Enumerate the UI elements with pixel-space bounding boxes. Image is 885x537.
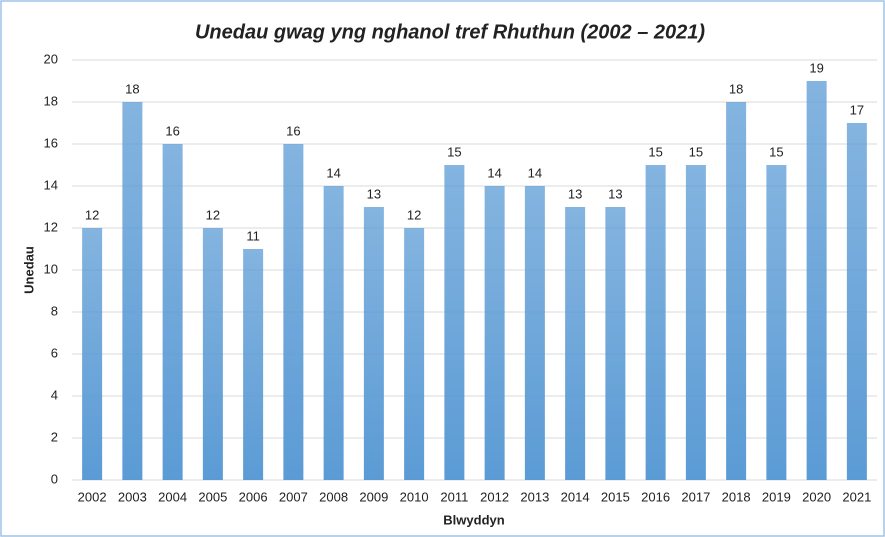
data-label: 18 <box>729 81 743 96</box>
x-tick-label: 2004 <box>158 489 187 504</box>
x-tick-label: 2008 <box>319 489 348 504</box>
bar <box>444 165 465 480</box>
data-label: 12 <box>407 207 421 222</box>
x-tick-label: 2006 <box>239 489 268 504</box>
bar <box>202 228 223 480</box>
y-axis-label: Unedau <box>21 246 36 294</box>
bar <box>605 207 626 480</box>
bar <box>363 207 384 480</box>
bar <box>645 165 666 480</box>
bar <box>82 228 103 480</box>
bar <box>283 144 304 480</box>
bar <box>766 165 787 480</box>
data-label: 19 <box>809 60 823 75</box>
data-label: 14 <box>528 165 542 180</box>
x-tick-label: 2003 <box>118 489 147 504</box>
data-label: 12 <box>206 207 220 222</box>
bar <box>122 102 143 480</box>
x-tick-label: 2019 <box>762 489 791 504</box>
x-axis-label: Blwyddyn <box>443 512 504 527</box>
y-tick-label: 14 <box>44 177 58 192</box>
data-label: 13 <box>608 186 622 201</box>
bar <box>162 144 183 480</box>
x-tick-label: 2002 <box>78 489 107 504</box>
data-label: 14 <box>487 165 501 180</box>
data-label: 16 <box>165 123 179 138</box>
x-tick-label: 2009 <box>359 489 388 504</box>
x-tick-label: 2007 <box>279 489 308 504</box>
chart-title: Unedau gwag yng nghanol tref Rhuthun (20… <box>195 21 705 43</box>
x-tick-label: 2015 <box>601 489 630 504</box>
data-label: 14 <box>326 165 340 180</box>
x-tick-label: 2013 <box>520 489 549 504</box>
y-tick-label: 10 <box>44 261 58 276</box>
y-tick-label: 8 <box>51 303 58 318</box>
y-tick-label: 6 <box>51 345 58 360</box>
bar <box>846 123 867 480</box>
bar <box>726 102 747 480</box>
data-label: 16 <box>286 123 300 138</box>
data-label: 15 <box>447 144 461 159</box>
x-tick-label: 2014 <box>561 489 590 504</box>
bar <box>806 81 827 480</box>
x-tick-label: 2020 <box>802 489 831 504</box>
y-tick-label: 16 <box>44 135 58 150</box>
x-tick-label: 2016 <box>641 489 670 504</box>
data-label: 13 <box>367 186 381 201</box>
x-tick-label: 2010 <box>400 489 429 504</box>
bar <box>484 186 505 480</box>
x-tick-label: 2017 <box>681 489 710 504</box>
x-tick-label: 2021 <box>842 489 871 504</box>
y-tick-label: 4 <box>51 387 58 402</box>
data-label: 15 <box>689 144 703 159</box>
data-label: 11 <box>246 228 260 243</box>
bar <box>565 207 586 480</box>
bar <box>323 186 344 480</box>
bar <box>243 249 264 480</box>
y-tick-label: 20 <box>44 51 58 66</box>
data-label: 18 <box>125 81 139 96</box>
x-tick-label: 2005 <box>198 489 227 504</box>
data-label: 12 <box>85 207 99 222</box>
x-tick-label: 2011 <box>440 489 468 504</box>
y-tick-label: 12 <box>44 219 58 234</box>
y-tick-label: 18 <box>44 93 58 108</box>
y-tick-label: 2 <box>51 429 58 444</box>
data-label: 15 <box>769 144 783 159</box>
y-tick-label: 0 <box>51 471 58 486</box>
data-label: 15 <box>648 144 662 159</box>
bar <box>685 165 706 480</box>
bar <box>404 228 425 480</box>
bar <box>524 186 545 480</box>
data-label: 17 <box>850 102 864 117</box>
data-label: 13 <box>568 186 582 201</box>
x-tick-label: 2012 <box>480 489 509 504</box>
x-tick-label: 2018 <box>722 489 751 504</box>
